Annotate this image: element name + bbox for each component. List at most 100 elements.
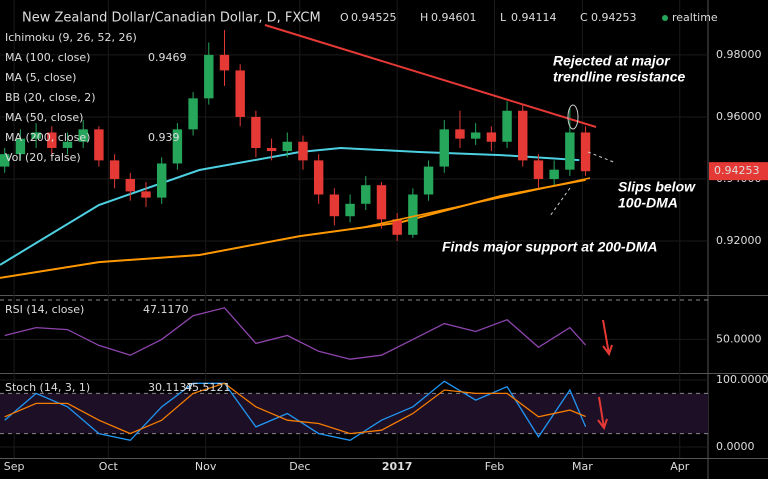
x-tick-label: Mar xyxy=(572,460,593,473)
candle-body xyxy=(235,70,245,117)
annotation: Rejected at major xyxy=(553,53,671,69)
indicator-label: Ichimoku (9, 26, 52, 26) xyxy=(5,31,137,44)
quote-key: C xyxy=(580,11,588,24)
x-tick-label: Dec xyxy=(289,460,310,473)
candle-body xyxy=(172,129,183,164)
support-line xyxy=(359,177,591,229)
indicator-label: MA (5, close) xyxy=(5,71,76,84)
y-tick-label: 0.0000 xyxy=(716,440,755,453)
candle-body xyxy=(251,116,261,148)
candle-body xyxy=(313,160,324,195)
candle-body xyxy=(219,54,230,71)
pane-title: Stoch (14, 3, 1) xyxy=(5,381,90,394)
quote-value: 0.94525 xyxy=(351,11,397,24)
price-tag-label: 0.94253 xyxy=(714,164,760,177)
candle-body xyxy=(298,141,308,161)
indicator-line xyxy=(4,382,586,435)
y-tick-label: 0.96000 xyxy=(716,110,762,123)
candle-body xyxy=(47,132,57,148)
candle-body xyxy=(518,110,528,161)
candle-body xyxy=(109,160,120,179)
candle-body xyxy=(204,54,214,99)
y-tick-label: 50.0000 xyxy=(716,332,762,345)
x-tick-label: Oct xyxy=(99,460,119,473)
candle-body xyxy=(156,163,167,198)
indicator-label: MA (200, close) xyxy=(5,131,90,144)
x-tick-label: Apr xyxy=(670,460,690,473)
indicator-line xyxy=(4,380,587,442)
indicator-label: MA (50, close) xyxy=(5,111,83,124)
candle-body xyxy=(15,138,26,155)
x-tick-label: 2017 xyxy=(382,460,413,473)
indicator-label: BB (20, close, 2) xyxy=(5,91,96,104)
status: realtime xyxy=(672,11,718,24)
quote-key: O xyxy=(340,11,349,24)
y-tick-label: 0.98000 xyxy=(716,48,762,61)
indicator-value: 30.1137 xyxy=(148,381,194,394)
x-tick-label: Sep xyxy=(4,460,25,473)
candle-body xyxy=(94,129,104,161)
quote-value: 0.94114 xyxy=(511,11,557,24)
candle-body xyxy=(439,129,449,167)
x-tick-label: Nov xyxy=(195,460,217,473)
candle-body xyxy=(125,178,136,192)
x-tick-label: Feb xyxy=(485,460,504,473)
candle-body xyxy=(188,98,198,130)
indicator-value: 0.9469 xyxy=(148,51,187,64)
annotation: Slips below xyxy=(618,179,696,195)
pane-title: RSI (14, close) xyxy=(5,303,84,316)
candle-body xyxy=(361,185,371,204)
candle-body xyxy=(486,132,497,142)
candle-body xyxy=(0,154,10,167)
indicator-value: 45.5121 xyxy=(185,381,231,394)
candle-body xyxy=(580,132,591,172)
candle-body xyxy=(423,166,434,195)
annotation: 100-DMA xyxy=(618,195,678,211)
candle-body xyxy=(549,169,559,179)
indicator-label: Vol (20, false) xyxy=(5,151,81,164)
chart-title: New Zealand Dollar/Canadian Dollar, D, F… xyxy=(22,11,321,26)
candle-body xyxy=(345,203,355,217)
annotation: Finds major support at 200-DMA xyxy=(442,239,657,255)
candle-body xyxy=(533,160,544,179)
price-tag xyxy=(709,162,768,181)
highlight-circle xyxy=(567,104,579,130)
candle-body xyxy=(408,194,418,235)
candle-body xyxy=(329,194,340,217)
y-tick-label: 100.0000 xyxy=(716,373,768,386)
candle-body xyxy=(141,191,151,198)
quote-value: 0.94601 xyxy=(431,11,477,24)
moving-average-line xyxy=(0,178,586,279)
header: O 0.94525 H 0.94601 L 0.94114 C 0.94253Ichimoku… xyxy=(5,11,768,394)
arrow-down xyxy=(602,319,613,357)
arrow-down xyxy=(597,396,608,431)
indicator-line xyxy=(4,307,587,360)
candle-body xyxy=(31,132,41,139)
moving-average-line xyxy=(0,146,580,266)
candle-body xyxy=(62,141,73,148)
pane-background xyxy=(0,393,708,434)
status-dot xyxy=(662,15,668,21)
indicator-label: MA (100, close) xyxy=(5,51,90,64)
candle-body xyxy=(392,219,402,235)
indicator-value: 0.939 xyxy=(148,131,180,144)
candle-body xyxy=(502,110,512,142)
quote-key: H xyxy=(420,11,428,24)
candle-body xyxy=(266,147,277,152)
resistance-trendline xyxy=(264,24,597,128)
indicator-value: 47.1170 xyxy=(143,303,189,316)
quote-key: L xyxy=(500,11,507,24)
arrow xyxy=(587,151,617,164)
quote-value: 0.94253 xyxy=(591,11,637,24)
annotation: trendline resistance xyxy=(553,69,685,85)
candle-body xyxy=(470,132,481,139)
y-tick-label: 0.92000 xyxy=(716,234,762,247)
candle-body xyxy=(565,132,575,170)
candle-body xyxy=(78,129,88,142)
candle-body xyxy=(282,141,292,152)
candle-body xyxy=(376,185,387,220)
plot-layer xyxy=(0,30,591,442)
candle-body xyxy=(455,129,465,139)
